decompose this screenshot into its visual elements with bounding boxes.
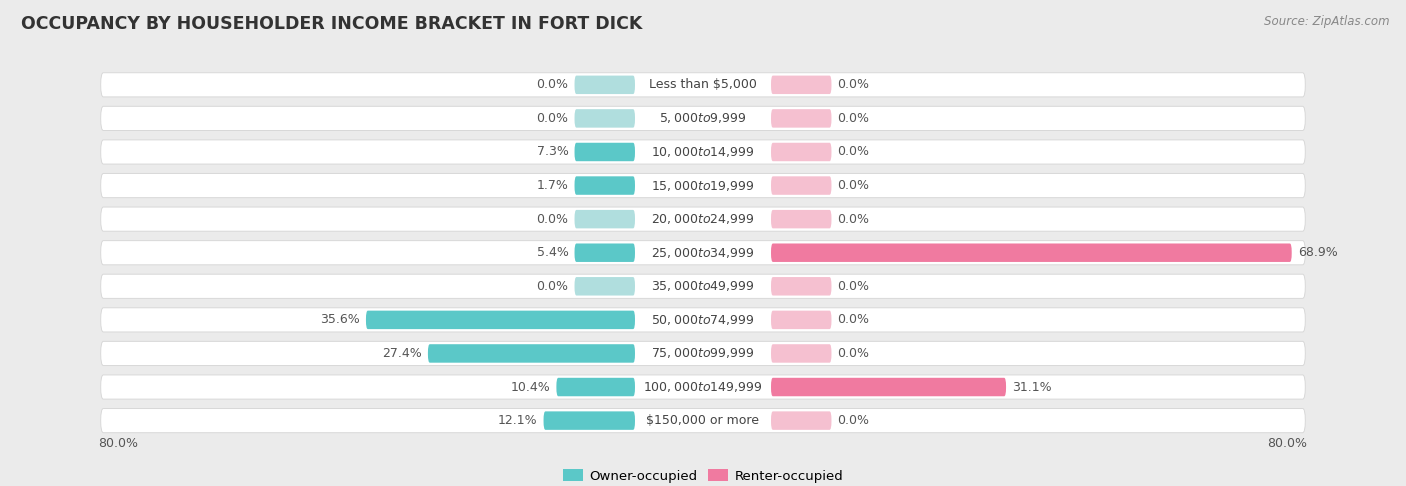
FancyBboxPatch shape — [636, 210, 770, 228]
FancyBboxPatch shape — [770, 143, 831, 161]
Text: $150,000 or more: $150,000 or more — [647, 414, 759, 427]
FancyBboxPatch shape — [101, 106, 1305, 131]
FancyBboxPatch shape — [770, 277, 831, 295]
FancyBboxPatch shape — [636, 311, 770, 329]
Text: 80.0%: 80.0% — [98, 437, 138, 451]
FancyBboxPatch shape — [101, 375, 1305, 399]
FancyBboxPatch shape — [575, 243, 636, 262]
FancyBboxPatch shape — [770, 176, 831, 195]
Text: $50,000 to $74,999: $50,000 to $74,999 — [651, 313, 755, 327]
FancyBboxPatch shape — [636, 176, 770, 195]
FancyBboxPatch shape — [101, 207, 1305, 231]
FancyBboxPatch shape — [636, 277, 770, 295]
Text: 10.4%: 10.4% — [510, 381, 550, 394]
Text: 0.0%: 0.0% — [537, 213, 568, 226]
Text: 80.0%: 80.0% — [1268, 437, 1308, 451]
FancyBboxPatch shape — [101, 140, 1305, 164]
Text: OCCUPANCY BY HOUSEHOLDER INCOME BRACKET IN FORT DICK: OCCUPANCY BY HOUSEHOLDER INCOME BRACKET … — [21, 15, 643, 33]
Text: Less than $5,000: Less than $5,000 — [650, 78, 756, 91]
FancyBboxPatch shape — [575, 143, 636, 161]
FancyBboxPatch shape — [575, 277, 636, 295]
Text: $15,000 to $19,999: $15,000 to $19,999 — [651, 178, 755, 192]
Text: Source: ZipAtlas.com: Source: ZipAtlas.com — [1264, 15, 1389, 28]
FancyBboxPatch shape — [770, 378, 1007, 396]
Text: 0.0%: 0.0% — [838, 347, 869, 360]
Text: 0.0%: 0.0% — [838, 179, 869, 192]
Text: $100,000 to $149,999: $100,000 to $149,999 — [644, 380, 762, 394]
FancyBboxPatch shape — [770, 411, 831, 430]
FancyBboxPatch shape — [366, 311, 636, 329]
FancyBboxPatch shape — [575, 109, 636, 128]
FancyBboxPatch shape — [636, 411, 770, 430]
FancyBboxPatch shape — [770, 243, 1292, 262]
FancyBboxPatch shape — [575, 210, 636, 228]
Text: 0.0%: 0.0% — [838, 414, 869, 427]
Text: 0.0%: 0.0% — [537, 78, 568, 91]
Text: 0.0%: 0.0% — [838, 112, 869, 125]
FancyBboxPatch shape — [636, 109, 770, 128]
FancyBboxPatch shape — [770, 210, 831, 228]
FancyBboxPatch shape — [636, 76, 770, 94]
FancyBboxPatch shape — [575, 76, 636, 94]
Text: 68.9%: 68.9% — [1298, 246, 1337, 259]
FancyBboxPatch shape — [101, 274, 1305, 298]
Text: 1.7%: 1.7% — [537, 179, 568, 192]
Text: 0.0%: 0.0% — [838, 145, 869, 158]
Text: 35.6%: 35.6% — [321, 313, 360, 327]
Text: $35,000 to $49,999: $35,000 to $49,999 — [651, 279, 755, 293]
FancyBboxPatch shape — [770, 109, 831, 128]
Text: 31.1%: 31.1% — [1012, 381, 1052, 394]
Text: 0.0%: 0.0% — [838, 213, 869, 226]
FancyBboxPatch shape — [101, 241, 1305, 265]
FancyBboxPatch shape — [636, 243, 770, 262]
FancyBboxPatch shape — [770, 311, 831, 329]
FancyBboxPatch shape — [575, 176, 636, 195]
Text: 5.4%: 5.4% — [537, 246, 568, 259]
FancyBboxPatch shape — [101, 174, 1305, 198]
FancyBboxPatch shape — [101, 409, 1305, 433]
FancyBboxPatch shape — [636, 378, 770, 396]
Text: 7.3%: 7.3% — [537, 145, 568, 158]
FancyBboxPatch shape — [101, 308, 1305, 332]
Text: $10,000 to $14,999: $10,000 to $14,999 — [651, 145, 755, 159]
Text: 0.0%: 0.0% — [537, 280, 568, 293]
FancyBboxPatch shape — [770, 344, 831, 363]
FancyBboxPatch shape — [101, 341, 1305, 365]
FancyBboxPatch shape — [544, 411, 636, 430]
Text: 0.0%: 0.0% — [537, 112, 568, 125]
FancyBboxPatch shape — [636, 143, 770, 161]
Text: $25,000 to $34,999: $25,000 to $34,999 — [651, 246, 755, 260]
FancyBboxPatch shape — [101, 73, 1305, 97]
Text: 0.0%: 0.0% — [838, 78, 869, 91]
Text: $20,000 to $24,999: $20,000 to $24,999 — [651, 212, 755, 226]
Text: $5,000 to $9,999: $5,000 to $9,999 — [659, 111, 747, 125]
FancyBboxPatch shape — [427, 344, 636, 363]
Text: 0.0%: 0.0% — [838, 280, 869, 293]
Text: 12.1%: 12.1% — [498, 414, 537, 427]
Text: 0.0%: 0.0% — [838, 313, 869, 327]
Text: $75,000 to $99,999: $75,000 to $99,999 — [651, 347, 755, 361]
FancyBboxPatch shape — [770, 76, 831, 94]
Legend: Owner-occupied, Renter-occupied: Owner-occupied, Renter-occupied — [558, 464, 848, 486]
FancyBboxPatch shape — [557, 378, 636, 396]
FancyBboxPatch shape — [636, 344, 770, 363]
Text: 27.4%: 27.4% — [382, 347, 422, 360]
